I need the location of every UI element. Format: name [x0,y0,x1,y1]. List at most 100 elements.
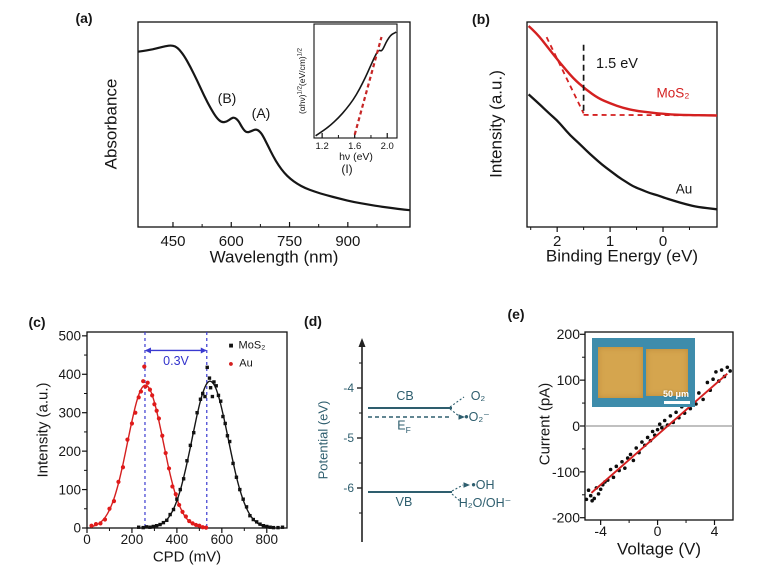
data-point [183,514,188,519]
data-point [89,523,94,528]
legend-label-mos2: MoS₂ [238,339,266,352]
data-point [143,384,148,389]
data-point [620,459,624,464]
data-point [596,492,601,496]
tick-label: 300 [58,405,81,420]
inset-y-axis-label: (αhν)1/2(eV/cm)1/2 [297,48,307,114]
tick-label: -200 [552,510,580,526]
data-point [608,467,613,472]
tick-label: 100 [557,372,581,388]
tick-label: 450 [160,233,185,250]
data-point [271,525,276,530]
legend-marker-au-icon: ● [228,358,234,369]
tick-label: 0 [659,233,667,250]
data-point [268,525,272,529]
axis-arrow-icon [358,338,366,347]
data-point [280,525,285,529]
data-point [190,521,195,526]
tick-label: 0 [73,521,81,536]
data-point [586,488,591,492]
data-point [631,458,636,463]
data-point [151,524,155,529]
panel-b-label: (b) [472,11,490,27]
fermi-level-label: EF [397,418,411,435]
data-point [136,395,141,400]
data-point [588,493,593,498]
panel-e-x-axis-label: Voltage (V) [616,539,702,559]
panel-c-label: (c) [28,314,46,330]
data-point [697,391,701,395]
data-point [116,479,121,484]
data-point [201,391,205,396]
inset-y-axis-label-sup2: 1/2 [297,48,304,57]
series-linear-fit [590,372,728,494]
data-point [231,461,235,466]
series-Au-fit [91,384,205,529]
data-point [125,437,130,442]
panel-c-x-axis-label: CPD (mV) [152,548,222,566]
series-absorbance [137,44,411,212]
tick-label: 4 [711,523,719,539]
data-point [238,487,242,492]
legend-marker-mos2-icon: ■ [228,341,234,350]
tick-label: -4 [594,523,607,539]
data-point [640,440,644,444]
data-point [152,402,157,407]
data-point [154,408,159,413]
data-point [662,418,667,423]
data-point [728,369,732,373]
fermi-level-label-base: E [397,418,406,433]
data-point [254,520,259,524]
data-point [701,397,705,402]
panel-c-plot: 0 200 400 600 800 0 100 200 300 400 500 [58,329,288,547]
data-point [221,414,225,419]
data-point [251,517,255,522]
data-point [584,497,589,502]
series-tauc-curve [315,31,397,137]
data-point [154,523,159,528]
data-point [657,422,662,426]
scale-bar-label: 50 μm [662,389,690,399]
data-point [98,521,103,526]
panel-e-plot: -4 0 4 -200 -100 0 100 200 [552,326,734,539]
inset-y-axis-label-sup1: 1/2 [297,86,304,95]
tick-label: 0 [654,523,662,539]
data-point [625,456,630,460]
data-point [208,386,213,390]
data-point [212,380,216,384]
data-point [166,466,172,471]
arrowhead-icon [458,414,465,420]
data-point [160,433,165,438]
data-point [244,505,249,509]
scale-bar [664,401,690,404]
data-point [133,410,138,415]
data-point [611,475,616,480]
data-point [177,502,182,508]
data-point [161,520,166,525]
data-point [185,459,189,463]
tick-label: -6 [343,481,354,495]
data-point [225,434,230,438]
data-point [628,452,633,457]
valence-band-label: VB [395,494,413,509]
cpd-difference-annotation: 0.3V [163,353,189,368]
tick-label: 0 [572,418,580,434]
panel-a-x-axis-label: Wavelength (nm) [209,247,339,267]
data-point [171,507,176,512]
data-point [205,365,209,370]
series-vbm-extrapolation [545,36,585,114]
data-point [181,477,186,481]
data-point [668,414,673,418]
data-point [241,497,245,501]
exciton-peak-b-annotation: (B) [217,90,237,106]
series-MoS2-fit [143,380,274,529]
data-point [223,421,227,426]
data-point [142,364,147,369]
inset-tag: (I) [341,162,353,176]
data-point [148,525,152,529]
data-point [276,525,280,530]
tick-label: -100 [552,464,580,480]
tick-label: -5 [343,431,354,445]
